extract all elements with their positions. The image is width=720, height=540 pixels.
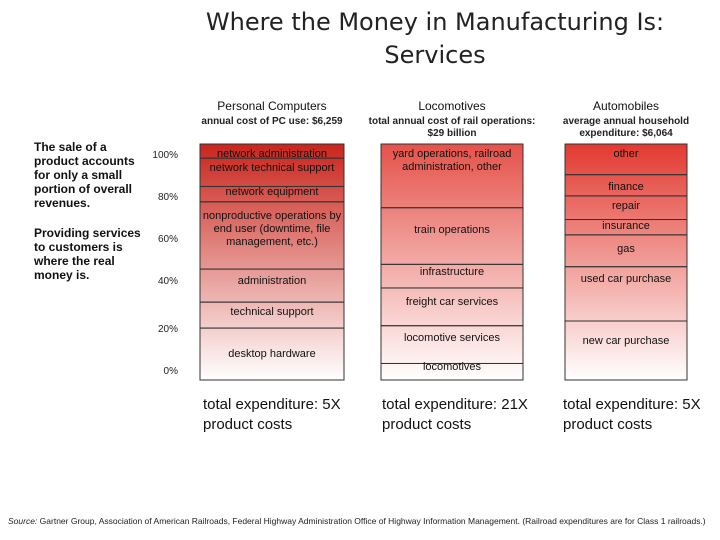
y-tick-label: 60% — [157, 234, 178, 245]
segment-label: locomotives — [422, 361, 482, 374]
side-note-product: The sale of a product accounts for only … — [34, 140, 135, 210]
column-subtitle: total annual cost of rail operations: $2… — [368, 116, 536, 139]
source-text: Gartner Group, Association of American R… — [37, 516, 706, 526]
column-title: Automobiles — [592, 99, 660, 113]
column-title: Locomotives — [418, 99, 486, 113]
y-tick-label: 80% — [157, 192, 178, 203]
column-total: total expenditure: 5X product costs — [203, 396, 341, 433]
segment-label: network equipment — [225, 186, 319, 199]
bar-segment — [199, 327, 345, 381]
side-note-services: Providing services to customers is where… — [34, 226, 141, 282]
bar-background — [200, 144, 344, 380]
y-tick-label: 40% — [157, 276, 178, 287]
segment-label: repair — [611, 199, 641, 212]
column-total: total expenditure: 5X product costs — [563, 396, 701, 433]
segment-label: gas — [617, 242, 635, 255]
y-tick-label: 0% — [163, 366, 178, 377]
source-prefix: Source: — [8, 516, 38, 526]
segment-label: locomotive services — [404, 331, 500, 344]
segment-label: finance — [608, 180, 644, 193]
y-tick-label: 100% — [152, 150, 178, 161]
segment-label: network administration — [216, 148, 328, 160]
bar-background — [381, 144, 523, 380]
segment-label: train operations — [414, 223, 490, 236]
bar-segment — [380, 362, 524, 381]
source-note: Source: Gartner Group, Association of Am… — [8, 516, 708, 527]
segment-label: other — [613, 148, 639, 160]
bar-segment — [564, 320, 688, 381]
segment-label: used car purchase — [580, 272, 672, 285]
segment-label: new car purchase — [582, 335, 670, 347]
segment-label: yard operations, railroad administration… — [392, 148, 512, 173]
segment-label: nonproductive operations by end user (do… — [202, 209, 342, 248]
segment-label: desktop hardware — [228, 348, 316, 361]
segment-label: network technical support — [209, 162, 335, 175]
column-subtitle: annual cost of PC use: $6,259 — [201, 116, 343, 127]
title-line-1: Where the Money in Manufacturing Is: — [205, 8, 665, 36]
segment-label: infrastructure — [419, 266, 485, 279]
column-subtitle: average annual household expenditure: $6… — [562, 116, 690, 139]
title-line-2: Services — [384, 41, 486, 69]
bar-background — [565, 144, 687, 380]
segment-label: freight car services — [405, 295, 499, 308]
column-total: total expenditure: 21X product costs — [382, 396, 528, 433]
segment-label: technical support — [230, 306, 314, 319]
y-tick-label: 20% — [157, 324, 178, 335]
segment-label: administration — [237, 275, 307, 288]
column-title: Personal Computers — [217, 99, 327, 113]
page-title: Where the Money in Manufacturing Is: Ser… — [200, 6, 670, 72]
segment-label: insurance — [602, 219, 650, 232]
